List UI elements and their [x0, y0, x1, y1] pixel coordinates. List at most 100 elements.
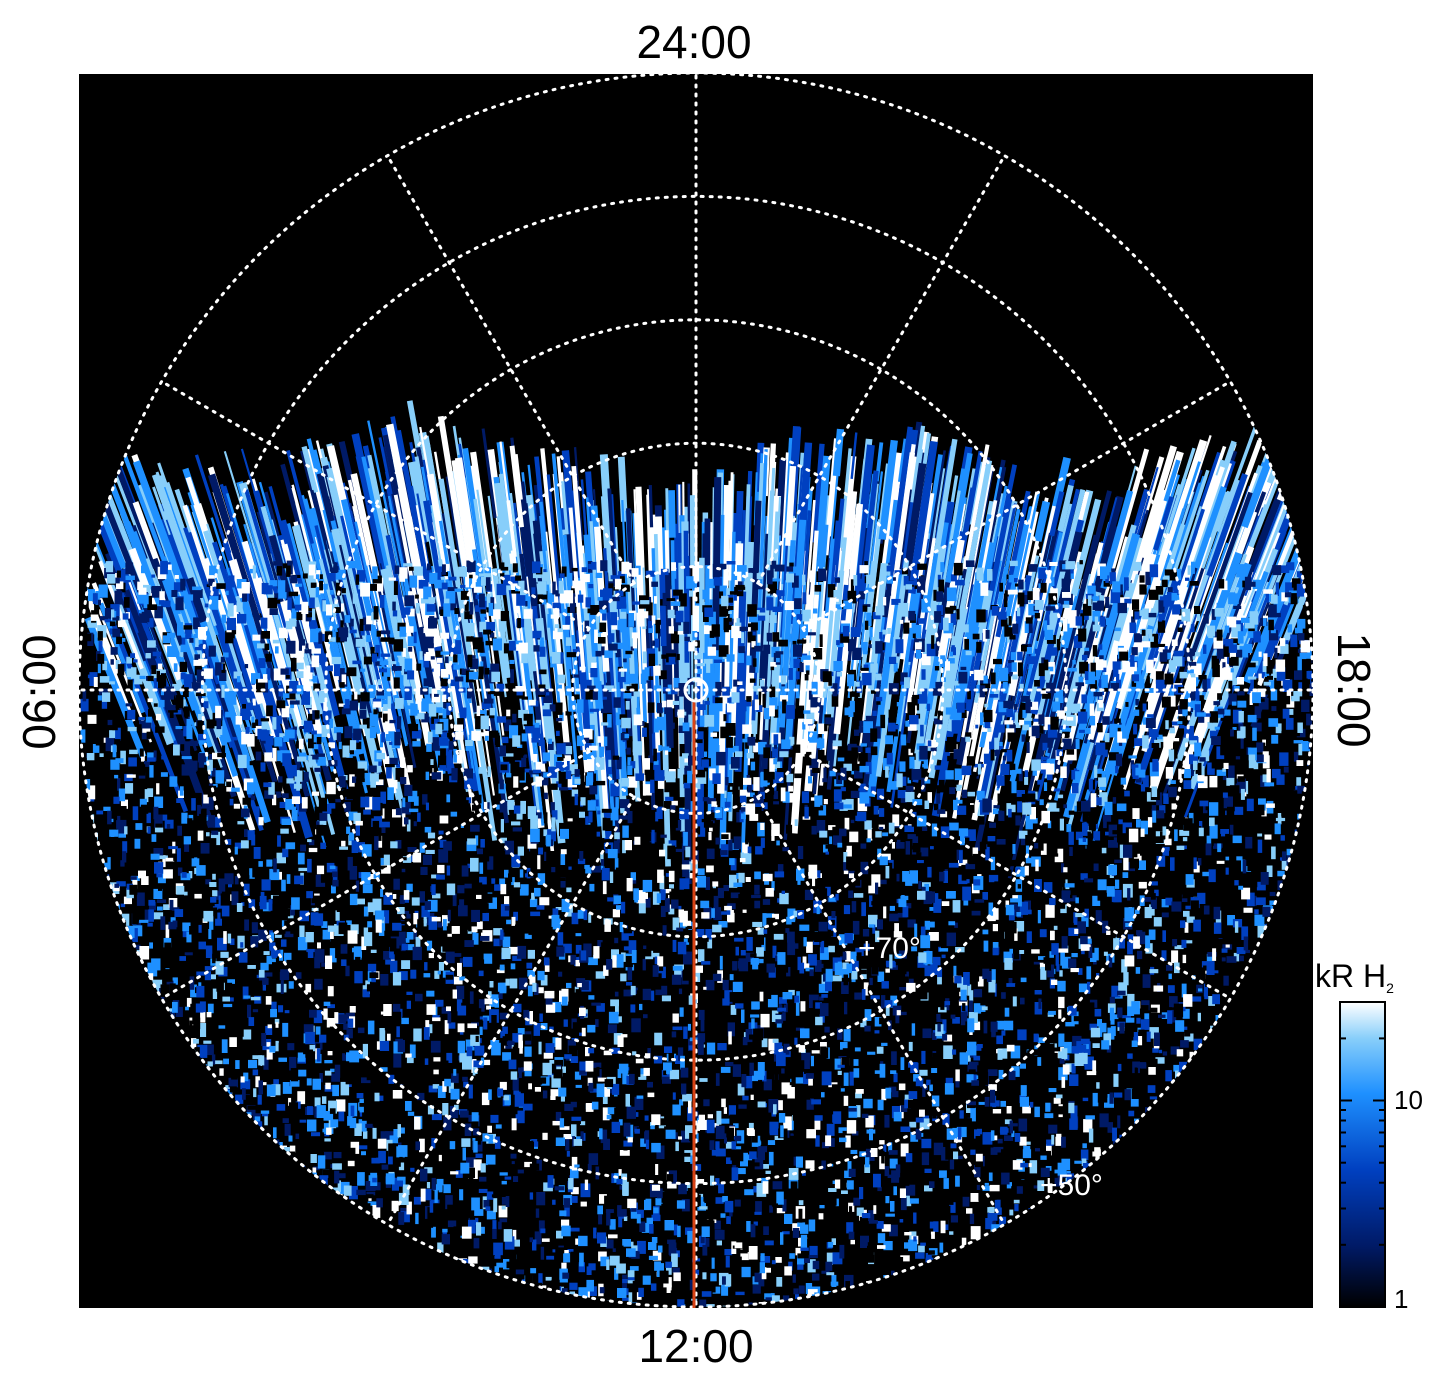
- emission-pixel: [138, 717, 145, 721]
- emission-pixel: [713, 895, 719, 908]
- emission-pixel: [1237, 700, 1247, 708]
- emission-pixel: [644, 1198, 652, 1211]
- emission-pixel: [848, 1253, 856, 1259]
- emission-pixel: [1205, 843, 1212, 856]
- emission-pixel: [631, 1018, 641, 1033]
- emission-pixel: [668, 1242, 677, 1255]
- emission-pixel: [447, 933, 452, 937]
- emission-pixel: [589, 713, 597, 725]
- emission-pixel: [558, 877, 566, 881]
- emission-pixel: [844, 1001, 848, 1015]
- emission-pixel: [698, 704, 706, 710]
- emission-pixel: [338, 741, 342, 750]
- emission-pixel: [151, 834, 157, 842]
- emission-pixel: [258, 861, 263, 867]
- emission-pixel: [1199, 800, 1209, 807]
- emission-pixel: [993, 805, 1000, 809]
- emission-pixel: [542, 752, 550, 762]
- emission-pixel: [999, 582, 1003, 592]
- emission-streak: [540, 448, 562, 618]
- emission-pixel: [1017, 651, 1023, 661]
- emission-pixel: [797, 705, 805, 719]
- emission-pixel: [399, 567, 408, 579]
- emission-pixel: [476, 705, 481, 717]
- emission-pixel: [1066, 989, 1073, 998]
- emission-pixel: [849, 1206, 853, 1213]
- emission-pixel: [240, 942, 244, 948]
- emission-pixel: [273, 895, 280, 904]
- emission-pixel: [854, 729, 860, 736]
- emission-pixel: [1032, 587, 1040, 600]
- emission-pixel: [664, 1046, 673, 1053]
- emission-pixel: [350, 749, 354, 755]
- emission-pixel: [841, 1190, 848, 1194]
- emission-pixel: [407, 1111, 415, 1116]
- emission-pixel: [461, 707, 467, 719]
- emission-pixel: [1024, 777, 1029, 785]
- emission-pixel: [413, 1196, 422, 1205]
- emission-pixel: [629, 1266, 639, 1271]
- emission-pixel: [380, 791, 386, 804]
- emission-streak: [668, 490, 676, 538]
- emission-pixel: [1098, 777, 1107, 787]
- emission-pixel: [324, 1138, 331, 1142]
- emission-pixel: [347, 930, 358, 944]
- emission-pixel: [996, 839, 1006, 845]
- emission-pixel: [296, 662, 304, 670]
- emission-pixel: [1112, 797, 1117, 804]
- emission-pixel: [738, 893, 747, 900]
- emission-pixel: [468, 1084, 473, 1099]
- emission-pixel: [730, 757, 740, 769]
- emission-pixel: [1002, 682, 1008, 694]
- emission-pixel: [160, 669, 166, 673]
- emission-pixel: [905, 1184, 916, 1196]
- emission-pixel: [512, 827, 522, 832]
- emission-pixel: [589, 708, 599, 712]
- emission-pixel: [809, 1245, 818, 1257]
- emission-pixel: [518, 1192, 523, 1197]
- emission-pixel: [763, 644, 771, 654]
- emission-pixel: [1034, 648, 1040, 654]
- emission-pixel: [130, 876, 137, 880]
- emission-pixel: [1117, 1115, 1121, 1129]
- emission-pixel: [607, 1160, 614, 1167]
- emission-pixel: [772, 1181, 783, 1190]
- emission-pixel: [608, 1234, 618, 1239]
- emission-pixel: [767, 1140, 776, 1145]
- emission-pixel: [380, 974, 389, 986]
- emission-pixel: [755, 1083, 759, 1091]
- emission-pixel: [1149, 1308, 1155, 1316]
- emission-pixel: [1171, 639, 1178, 646]
- emission-pixel: [661, 700, 667, 708]
- emission-pixel: [952, 884, 963, 891]
- emission-pixel: [149, 942, 153, 949]
- emission-pixel: [175, 726, 183, 730]
- emission-pixel: [326, 1308, 336, 1314]
- emission-pixel: [298, 867, 308, 872]
- emission-pixel: [225, 711, 233, 718]
- emission-pixel: [711, 908, 715, 918]
- emission-pixel: [448, 741, 454, 752]
- emission-pixel: [760, 1013, 770, 1028]
- emission-pixel: [261, 1306, 270, 1307]
- emission-pixel: [708, 832, 712, 841]
- emission-pixel: [1034, 680, 1040, 687]
- emission-pixel: [473, 1238, 480, 1249]
- emission-pixel: [210, 897, 217, 903]
- emission-pixel: [921, 1138, 932, 1149]
- emission-pixel: [564, 1005, 568, 1018]
- emission-pixel: [705, 979, 715, 991]
- emission-pixel: [1125, 815, 1131, 822]
- emission-pixel: [1073, 1016, 1081, 1022]
- emission-pixel: [200, 1023, 207, 1037]
- emission-pixel: [543, 792, 548, 800]
- emission-pixel: [333, 1152, 342, 1159]
- emission-pixel: [531, 738, 539, 743]
- emission-pixel: [527, 949, 535, 959]
- emission-pixel: [387, 676, 391, 681]
- emission-pixel: [323, 1001, 331, 1006]
- emission-pixel: [319, 580, 323, 591]
- emission-pixel: [936, 1014, 941, 1020]
- emission-pixel: [986, 996, 991, 1007]
- emission-pixel: [510, 963, 516, 970]
